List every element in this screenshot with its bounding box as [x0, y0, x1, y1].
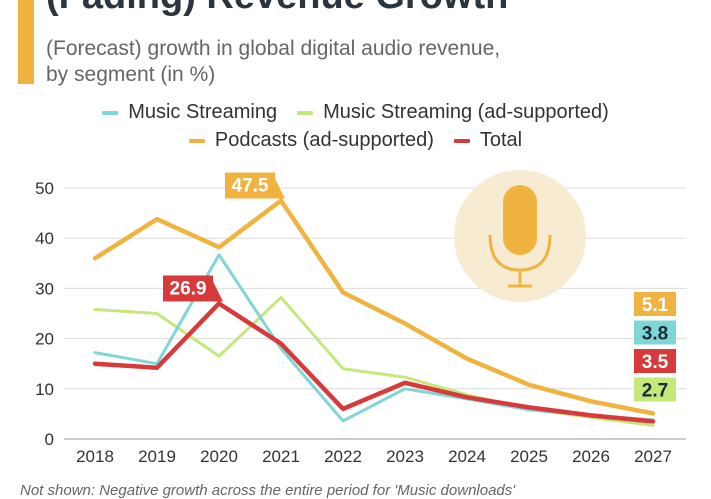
x-tick-label: 2027: [634, 447, 672, 466]
series-line-total: [92, 301, 656, 424]
legend-swatch: [102, 110, 119, 115]
end-label-value: 5.1: [642, 295, 669, 316]
end-label-badge: [634, 377, 676, 402]
x-tick-label: 2024: [448, 447, 486, 466]
microphone-icon-capsule: [503, 185, 537, 255]
end-label-value: 3.8: [642, 324, 668, 345]
subtitle-line-1: (Forecast) growth in global digital audi…: [46, 37, 501, 60]
annotation-label: 47.5: [232, 176, 269, 197]
title-accent-bar: [18, 0, 34, 84]
legend-swatch: [297, 110, 314, 115]
legend-row-1: Music Streaming Music Streaming (ad-supp…: [0, 101, 711, 124]
y-tick-label: 20: [35, 330, 54, 349]
end-label-badge: [634, 320, 676, 345]
y-tick-label: 0: [45, 430, 54, 449]
annotation-badge-pointer: [275, 178, 285, 199]
end-label-badge: [634, 292, 676, 316]
legend-label: Music Streaming (ad-supported): [323, 101, 609, 123]
x-tick-label: 2021: [262, 447, 300, 466]
y-tick-label: 50: [35, 179, 54, 198]
x-tick-label: 2020: [200, 447, 238, 466]
subtitle-line-2: by segment (in %): [46, 63, 216, 86]
annotation-badge: [163, 275, 213, 302]
legend-label: Music Streaming: [128, 101, 278, 123]
legend-label: Podcasts (ad-supported): [214, 129, 434, 151]
x-tick-label: 2022: [324, 447, 362, 466]
series-line-podcasts-ad-supported: [92, 198, 656, 416]
annotation-badge-pointer: [213, 281, 223, 302]
legend-label: Total: [479, 129, 523, 151]
legend-row-2: Podcasts (ad-supported) Total: [0, 129, 711, 152]
legend-swatch: [188, 138, 205, 143]
end-label-badge: [634, 349, 676, 373]
end-label-value: 3.5: [642, 352, 669, 373]
legend-swatch: [453, 138, 470, 143]
legend-item-music-streaming-ad: Music Streaming (ad-supported): [297, 101, 609, 124]
x-tick-label: 2018: [76, 447, 114, 466]
x-tick-label: 2025: [510, 447, 548, 466]
footnote: Not shown: Negative growth across the en…: [20, 482, 516, 499]
end-label-value: 2.7: [642, 381, 668, 402]
x-tick-label: 2023: [386, 447, 424, 466]
annotation-badge: [225, 172, 275, 199]
x-tick-label: 2026: [572, 447, 610, 466]
y-tick-label: 40: [35, 229, 54, 248]
legend-item-total: Total: [453, 129, 523, 152]
chart-subtitle: (Forecast) growth in global digital audi…: [46, 36, 646, 88]
y-tick-label: 10: [35, 380, 54, 399]
legend-item-podcasts-ad: Podcasts (ad-supported): [188, 129, 434, 152]
y-tick-label: 30: [35, 279, 54, 298]
x-tick-label: 2019: [138, 447, 176, 466]
legend-item-music-streaming: Music Streaming: [102, 101, 277, 124]
chart-title: (Fading) Revenue Growth: [46, 0, 508, 18]
annotation-label: 26.9: [170, 278, 207, 299]
